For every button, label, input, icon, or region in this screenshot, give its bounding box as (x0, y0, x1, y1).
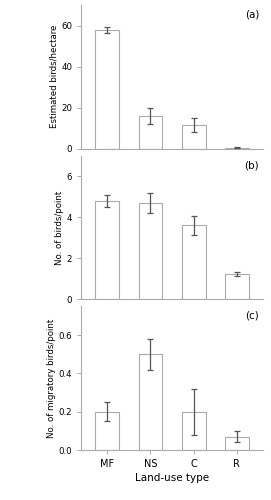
Bar (182, 226, 206, 300)
Bar (138, 203, 162, 300)
Bar (138, 116, 162, 148)
Y-axis label: No. of migratory birds/point: No. of migratory birds/point (47, 318, 56, 438)
Bar (225, 274, 249, 299)
X-axis label: Land-use type: Land-use type (135, 473, 209, 483)
Text: (c): (c) (246, 311, 259, 321)
Bar (95, 30, 119, 148)
Bar (182, 125, 206, 148)
Y-axis label: No. of birds/point: No. of birds/point (55, 190, 64, 264)
Text: (b): (b) (245, 160, 259, 170)
Bar (225, 436, 249, 450)
Bar (138, 354, 162, 450)
Bar (95, 201, 119, 300)
Bar (182, 412, 206, 450)
Text: (a): (a) (245, 10, 259, 20)
Y-axis label: Estimated birds/hectare: Estimated birds/hectare (50, 25, 59, 128)
Bar (95, 412, 119, 450)
